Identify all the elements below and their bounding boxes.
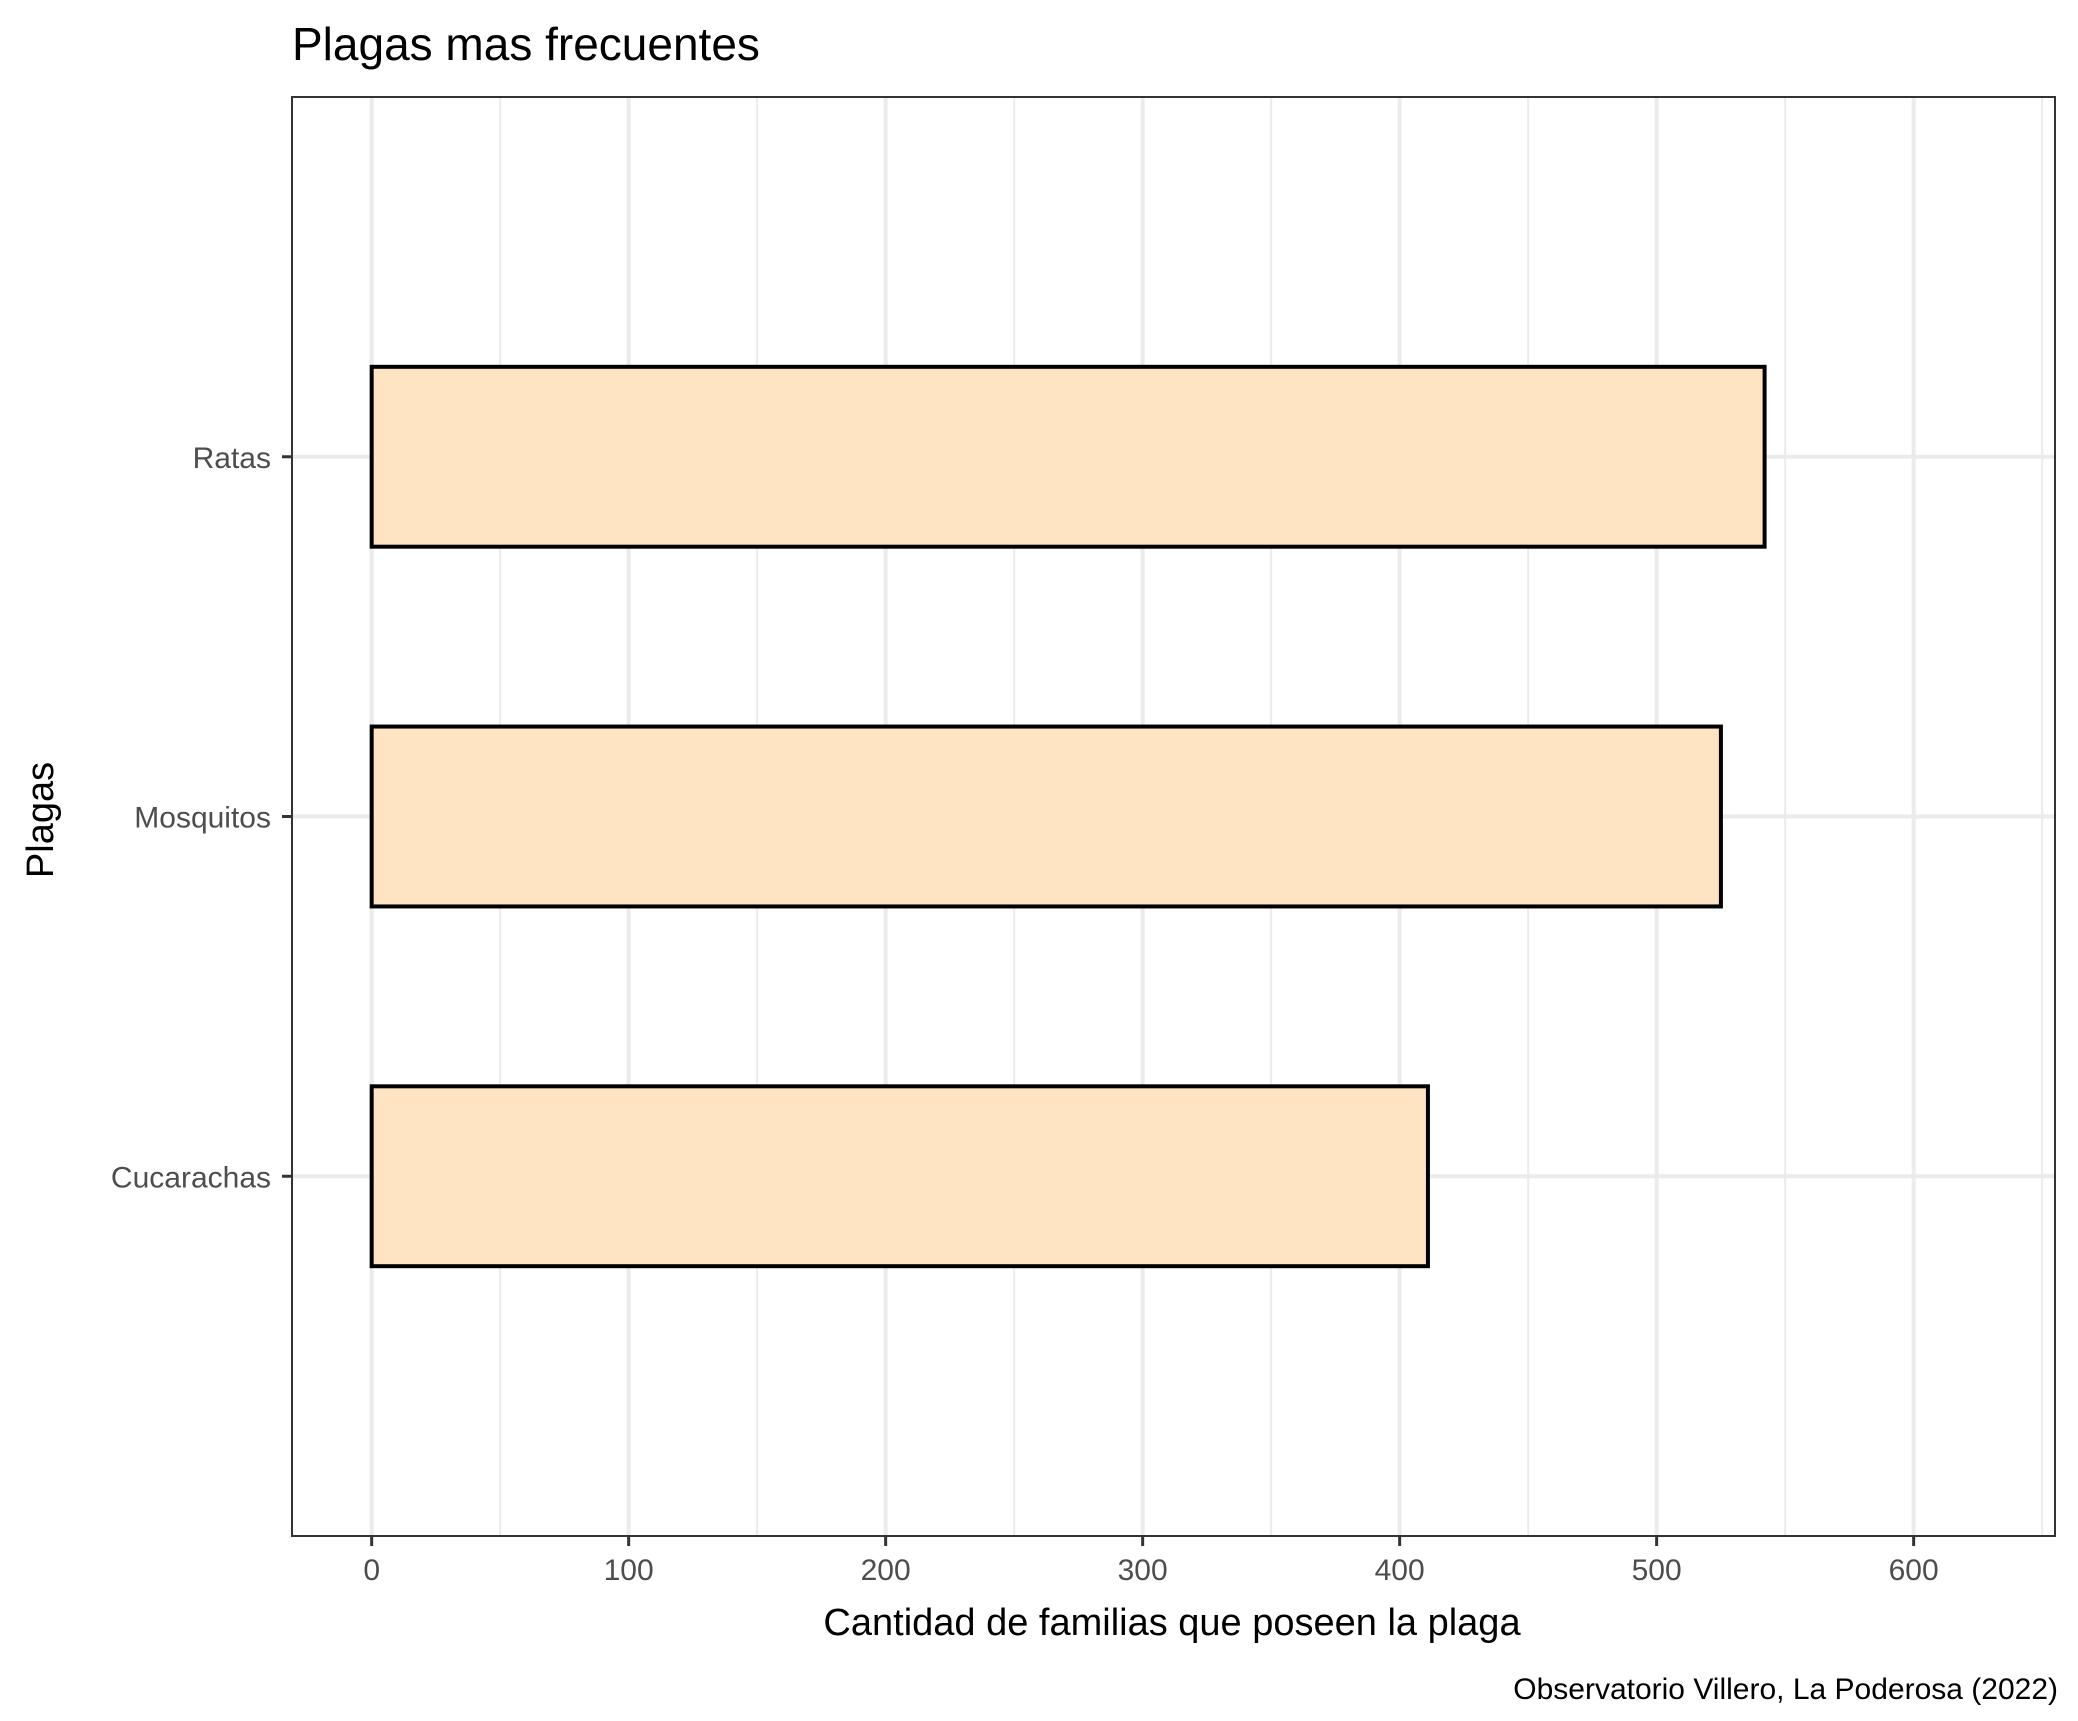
bar-cucarachas (369, 1084, 1430, 1269)
x-tick-label: 600 (1889, 1554, 1939, 1587)
x-tick-label: 200 (861, 1554, 911, 1587)
bars (369, 364, 1767, 1269)
bar-ratas (369, 364, 1767, 549)
x-tick-label: 400 (1375, 1554, 1425, 1587)
x-tick-label: 0 (363, 1554, 380, 1587)
y-tick-label: Ratas (193, 442, 271, 475)
y-tick-label: Cucarachas (111, 1161, 271, 1194)
y-axis: Cucarachas Mosquitos Ratas (111, 442, 292, 1194)
chart-caption: Observatorio Villero, La Poderosa (2022) (1513, 1673, 2058, 1706)
bar-mosquitos (369, 724, 1723, 909)
x-tick-label: 300 (1118, 1554, 1168, 1587)
y-tick-label: Mosquitos (134, 802, 271, 835)
x-axis-title: Cantidad de familias que poseen la plaga (823, 1602, 1521, 1644)
x-tick-label: 500 (1632, 1554, 1682, 1587)
x-axis: 0 100 200 300 400 500 600 (363, 1536, 1939, 1587)
chart-title: Plagas mas frecuentes (292, 18, 760, 70)
x-tick-label: 100 (604, 1554, 654, 1587)
y-axis-title: Plagas (20, 762, 62, 878)
